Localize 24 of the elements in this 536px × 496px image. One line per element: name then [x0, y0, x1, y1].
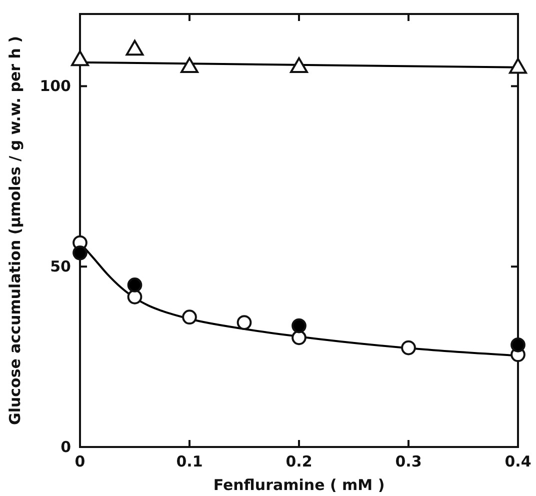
x-tick-label: 0.2	[286, 452, 312, 471]
point	[126, 40, 144, 56]
point	[127, 289, 142, 304]
point	[127, 278, 142, 292]
y-tick-label: 0	[60, 438, 71, 456]
x-axis-title: Fenfluramine ( mM )	[213, 476, 385, 494]
y-tick-label: 100	[40, 76, 71, 95]
point	[72, 245, 88, 260]
x-tick-label: 0.1	[176, 452, 203, 471]
x-tick-label: 0	[74, 452, 86, 471]
y-axis-title: Glucose accumulation (µmoles / g w.w. per h )	[6, 36, 24, 425]
x-tick-label: 0.3	[395, 452, 422, 471]
point	[290, 57, 308, 74]
point	[182, 310, 197, 325]
point	[510, 337, 526, 352]
point	[236, 315, 252, 330]
y-tick-label: 50	[50, 257, 71, 276]
x-tick-label: 0.4	[504, 452, 532, 471]
point	[180, 57, 198, 74]
point	[292, 330, 306, 346]
point	[71, 50, 89, 66]
point	[509, 58, 527, 74]
point	[292, 318, 306, 334]
point	[401, 340, 416, 356]
